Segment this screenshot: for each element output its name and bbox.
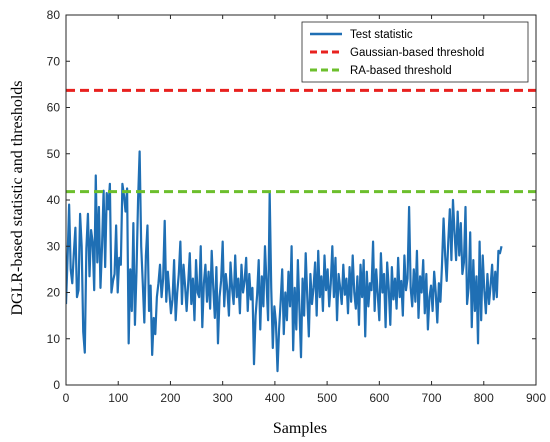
y-tick-label-2: 20 xyxy=(47,286,61,300)
y-tick-label-1: 10 xyxy=(47,332,61,346)
y-tick-label-5: 50 xyxy=(47,147,61,161)
x-tick-label-2: 200 xyxy=(160,391,180,405)
x-tick-label-8: 800 xyxy=(474,391,494,405)
x-tick-label-5: 500 xyxy=(317,391,337,405)
legend-label-1: Gaussian-based threshold xyxy=(350,47,484,59)
y-tick-label-6: 60 xyxy=(47,101,61,115)
series-line-0 xyxy=(66,150,503,373)
x-tick-label-6: 600 xyxy=(369,391,389,405)
x-tick-label-4: 400 xyxy=(265,391,285,405)
x-tick-label-7: 700 xyxy=(422,391,442,405)
x-tick-label-1: 100 xyxy=(108,391,128,405)
x-axis-label: Samples xyxy=(273,420,327,437)
x-tick-label-3: 300 xyxy=(213,391,233,405)
legend-label-2: RA-based threshold xyxy=(350,65,452,77)
axes: 0 100 200 300 400 500 600 700 800 900 0 10 20 30 40 50 6… xyxy=(47,8,547,405)
y-tick-label-0: 0 xyxy=(53,378,60,392)
y-tick-label-4: 40 xyxy=(47,193,61,207)
plot-area xyxy=(66,88,536,373)
x-tick-label-0: 0 xyxy=(63,391,70,405)
y-axis-label: DGLR-based statistic and thresholds xyxy=(9,80,26,315)
y-tick-label-8: 80 xyxy=(47,8,61,22)
legend-box xyxy=(301,21,529,83)
y-tick-label-3: 30 xyxy=(47,239,61,253)
legend-label-0: Test statistic xyxy=(350,29,413,41)
legend: Test statistic Gaussian-based threshold RA… xyxy=(301,21,529,83)
y-tick-label-7: 70 xyxy=(47,54,61,68)
x-tick-label-9: 900 xyxy=(526,391,546,405)
